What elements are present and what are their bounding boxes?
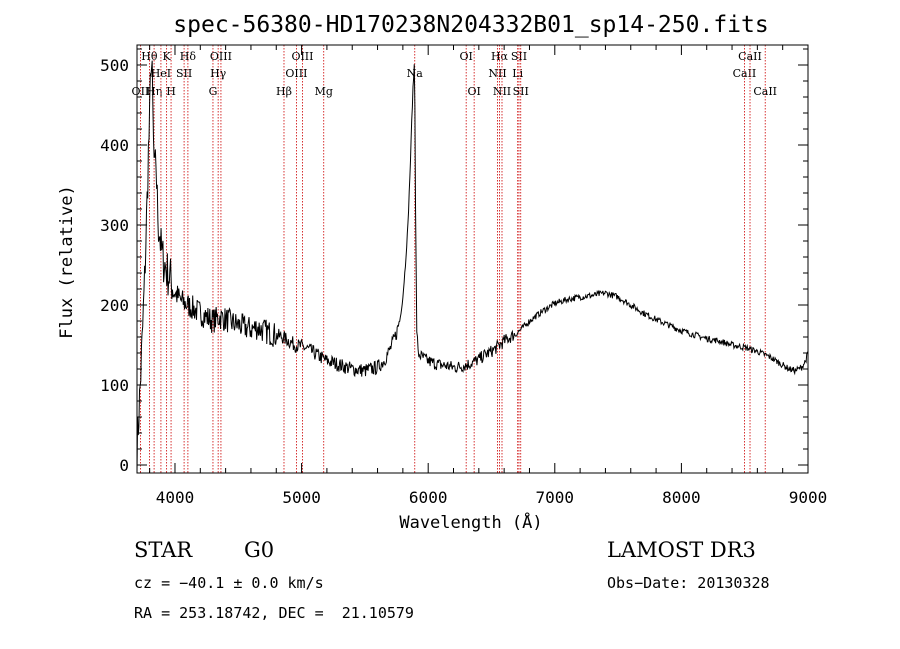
marker-label-24: CaII (733, 67, 757, 80)
marker-label-1: Hθ (141, 50, 158, 63)
marker-label-5: H (166, 85, 176, 98)
y-axis-ticks: 0 100 200 300 400 500 (100, 48, 808, 475)
marker-label-20: NII (493, 85, 511, 98)
marker-label-10: OIII (210, 50, 232, 63)
marker-label-19: Hα (491, 50, 509, 63)
x-axis-ticks: 4000 5000 6000 7000 8000 9000 (149, 45, 828, 507)
observation-date: Obs−Date: 20130328 (607, 574, 770, 592)
marker-label-17: OI (467, 85, 480, 98)
x-axis-label: Wavelength (Å) (399, 511, 542, 533)
marker-label-16: OI (459, 50, 472, 63)
marker-label-23: SII (513, 85, 529, 98)
sky-coordinates: RA = 253.18742, DEC = 21.10579 (134, 604, 414, 622)
spectrum-line (136, 60, 809, 474)
x-tick-label-0: 4000 (156, 488, 195, 507)
y-tick-label-1: 100 (100, 376, 129, 395)
marker-label-0: OII (132, 85, 150, 98)
marker-label-22: SII (511, 50, 527, 63)
redshift-velocity: cz = −40.1 ± 0.0 km/s (134, 574, 324, 592)
y-tick-label-3: 300 (100, 216, 129, 235)
x-tick-label-4: 8000 (662, 488, 701, 507)
marker-label-21: Li (512, 67, 523, 80)
marker-label-25: CaII (738, 50, 762, 63)
x-tick-label-1: 5000 (282, 488, 321, 507)
marker-label-11: Hβ (276, 85, 292, 98)
x-tick-label-2: 6000 (409, 488, 448, 507)
marker-label-8: G (209, 85, 218, 98)
spectral-line-markers: OIIHθHηHeIKHSIIHδGHγOIIIHβOIIIOIIIMgNaOI… (132, 45, 777, 473)
marker-label-14: Mg (315, 85, 333, 98)
y-axis-label: Flux (relative) (57, 185, 77, 339)
object-subclass: G0 (244, 538, 275, 562)
marker-label-7: Hδ (180, 50, 197, 63)
marker-label-18: NII (488, 67, 506, 80)
y-tick-label-0: 0 (119, 456, 129, 475)
y-tick-label-5: 500 (100, 56, 129, 75)
marker-label-13: OIII (291, 50, 313, 63)
marker-label-9: Hγ (210, 67, 227, 80)
y-tick-label-4: 400 (100, 136, 129, 155)
plot-frame (136, 44, 809, 474)
marker-label-4: K (163, 50, 172, 63)
x-tick-label-3: 7000 (536, 488, 575, 507)
marker-label-6: SII (176, 67, 192, 80)
marker-label-2: Hη (146, 85, 162, 98)
marker-label-12: OIII (285, 67, 307, 80)
x-tick-label-5: 9000 (789, 488, 828, 507)
marker-label-3: HeI (151, 67, 171, 80)
marker-label-26: CaII (753, 85, 777, 98)
y-tick-label-2: 200 (100, 296, 129, 315)
marker-label-15: Na (407, 67, 424, 80)
object-class: STAR (134, 538, 193, 562)
survey-name: LAMOST DR3 (607, 538, 756, 562)
chart-title: spec-56380-HD170238N204332B01_sp14-250.f… (173, 12, 768, 38)
